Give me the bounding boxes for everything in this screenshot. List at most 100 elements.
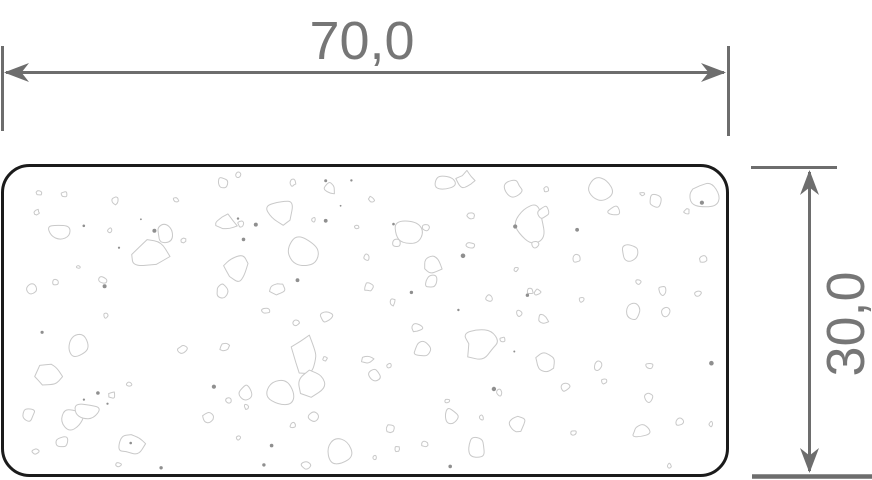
grit-dot: [295, 278, 300, 283]
arrowhead-up-icon: [800, 170, 819, 195]
pebble: [261, 307, 271, 314]
pebble: [74, 403, 100, 420]
pebble: [468, 436, 485, 458]
pebble: [464, 329, 498, 360]
pebble: [319, 311, 334, 323]
pebble: [107, 227, 113, 234]
pebble: [48, 224, 71, 240]
pebble: [300, 461, 312, 470]
grit-dot: [491, 386, 497, 392]
pebble: [485, 294, 493, 302]
pebble: [543, 186, 550, 193]
pebble: [287, 236, 319, 267]
pebble: [217, 177, 229, 189]
pebble: [413, 340, 432, 357]
pebble: [499, 336, 506, 343]
pebble: [125, 381, 133, 387]
pebble: [223, 255, 249, 282]
pebble: [322, 356, 328, 362]
pebble: [689, 182, 720, 208]
pebble: [708, 420, 714, 428]
pebble: [683, 208, 690, 215]
pebble: [635, 279, 642, 285]
grit-dot: [448, 464, 453, 469]
pebble: [421, 440, 429, 448]
pebble: [98, 276, 108, 284]
pebble: [658, 286, 667, 296]
grit-dot: [96, 391, 100, 395]
pebble: [180, 237, 187, 244]
pebble: [424, 255, 443, 274]
pebble: [503, 179, 523, 198]
pebble: [570, 430, 577, 436]
pebble: [108, 391, 116, 399]
pebble: [425, 274, 438, 288]
pebble: [466, 212, 475, 220]
pebble: [177, 345, 188, 354]
pebble: [323, 181, 335, 195]
width-dimension: 70,0: [1, 11, 730, 136]
grit-dot: [392, 222, 395, 226]
pebble: [361, 355, 375, 364]
pebble: [694, 290, 702, 297]
pebble: [538, 313, 550, 324]
pebble: [22, 408, 36, 422]
pebble: [364, 282, 374, 292]
width-dimension-label: 70,0: [309, 11, 414, 71]
pebble: [307, 411, 319, 422]
pebble: [531, 240, 540, 249]
pebble: [172, 197, 180, 203]
grit-dot: [241, 237, 246, 242]
pebble: [26, 283, 38, 295]
pebble: [513, 266, 519, 273]
pebble: [572, 253, 581, 263]
pebble: [157, 223, 174, 244]
arrowhead-left-icon: [4, 63, 29, 82]
pebble: [111, 196, 119, 206]
pebble: [292, 319, 300, 327]
arrowhead-right-icon: [701, 63, 726, 82]
pebble: [235, 435, 242, 441]
pebble: [537, 205, 550, 219]
pebble: [68, 333, 89, 357]
pebble: [560, 382, 571, 392]
grit-dot: [117, 246, 121, 249]
grit-dot: [102, 284, 107, 289]
pebble: [444, 398, 451, 404]
grit-dot: [82, 398, 85, 401]
pebble: [327, 438, 353, 465]
pebble: [266, 200, 293, 226]
pebble: [699, 255, 708, 263]
pebble: [269, 283, 286, 296]
pebble: [496, 388, 503, 397]
pebble: [385, 424, 395, 434]
pebble: [238, 384, 253, 401]
pebble: [578, 297, 585, 303]
grit-dot: [699, 200, 705, 205]
pebble: [368, 368, 381, 382]
pebble: [434, 175, 456, 190]
pebble: [289, 178, 297, 187]
pebble: [661, 306, 671, 318]
pebble: [243, 403, 250, 410]
height-dimension: 30,0: [751, 166, 872, 479]
height-dimension-label: 30,0: [816, 271, 872, 376]
grit-dot: [253, 222, 258, 227]
grit-dot: [106, 402, 109, 405]
grit-dot: [513, 224, 518, 229]
pebble: [588, 177, 613, 201]
grit-dot: [460, 253, 466, 259]
grit-dot: [236, 217, 240, 220]
pebble: [215, 213, 238, 230]
pebble: [131, 239, 171, 267]
pebble: [363, 253, 370, 261]
pebble: [289, 421, 296, 429]
pebble: [372, 454, 377, 461]
pebble: [535, 352, 555, 373]
grit-dot: [513, 350, 516, 353]
pebble: [639, 192, 646, 197]
pebble: [237, 220, 245, 228]
pebble: [626, 302, 641, 321]
